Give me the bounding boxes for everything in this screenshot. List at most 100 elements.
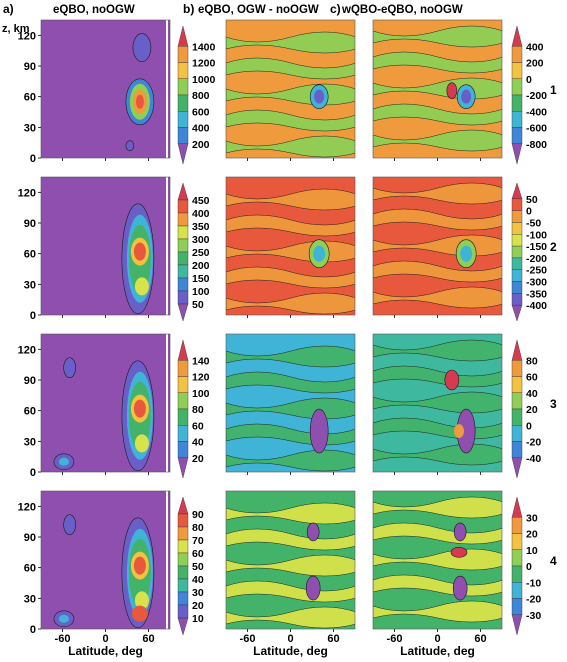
y-axis-3: 0 30 60 90 120 bbox=[18, 344, 41, 479]
contour-blob bbox=[58, 614, 69, 623]
colorbar-swatch bbox=[511, 111, 523, 128]
colorbar-label: -40 bbox=[526, 453, 541, 465]
colorbar-swatch bbox=[511, 94, 523, 112]
y-tick-label: 0 bbox=[30, 153, 36, 165]
contour-blob bbox=[450, 547, 468, 558]
y-tick-label: 0 bbox=[30, 467, 36, 479]
panel-field bbox=[226, 491, 355, 629]
colorbar-swatch bbox=[177, 604, 189, 619]
colorbar-label: 100 bbox=[192, 388, 210, 400]
panel-a-1 bbox=[40, 19, 171, 161]
colorbar-label: 1400 bbox=[192, 41, 216, 53]
colorbar-label: 70 bbox=[192, 535, 204, 547]
colorbar-label: 60 bbox=[526, 372, 538, 384]
colorbar-label: 400 bbox=[526, 41, 544, 53]
contour-band bbox=[226, 214, 355, 237]
row-label: 2 bbox=[550, 240, 557, 254]
contour-blob bbox=[58, 457, 69, 466]
colorbar-swatch bbox=[511, 360, 523, 377]
colorbar-swatch bbox=[177, 539, 189, 554]
panel-c-3 bbox=[372, 333, 503, 475]
row-label: 4 bbox=[550, 554, 557, 568]
colorbar-label: -30 bbox=[526, 610, 541, 622]
colorbar-swatch bbox=[177, 111, 189, 128]
colorbar-swatch bbox=[511, 222, 523, 235]
contour-band bbox=[226, 528, 355, 551]
colorbar-cap bbox=[511, 143, 523, 165]
panel-row-2: 030609012045040035030025020015010050500-… bbox=[18, 176, 557, 322]
colorbar-swatch bbox=[511, 565, 523, 583]
contour-blob bbox=[131, 605, 148, 622]
colorbar-swatch bbox=[511, 517, 523, 534]
colorbar-label: 20 bbox=[192, 453, 204, 465]
colorbar-cap bbox=[511, 25, 523, 47]
colorbar-swatch bbox=[511, 425, 523, 442]
contour-band bbox=[226, 292, 355, 315]
colorbar-a: 140 120 100 80 60 40 20 bbox=[177, 339, 210, 479]
colorbar-label: -800 bbox=[526, 139, 547, 151]
panel-field bbox=[226, 177, 355, 315]
colorbar-swatch bbox=[177, 212, 189, 227]
colorbar-swatch bbox=[511, 46, 523, 63]
panel-c-4: -60 0 60 bbox=[372, 490, 503, 645]
panel-a-3 bbox=[40, 333, 171, 475]
contour-band bbox=[226, 449, 355, 472]
y-axis-4: 0 30 60 90 120 bbox=[18, 501, 41, 636]
contour-band bbox=[373, 129, 502, 152]
colorbar-swatch bbox=[177, 578, 189, 593]
contour-blob bbox=[63, 514, 76, 536]
colorbar-bc: 80 60 40 20 0 -20 -40 bbox=[511, 339, 541, 479]
colorbar-label: 300 bbox=[192, 234, 210, 246]
colorbar-swatch bbox=[177, 277, 189, 292]
contour-blob bbox=[454, 424, 464, 439]
contour-band bbox=[373, 522, 502, 545]
contour-band bbox=[226, 31, 355, 54]
contour-band bbox=[373, 286, 502, 309]
contour-band bbox=[226, 109, 355, 132]
contour-band bbox=[226, 345, 355, 368]
x-tick-label: 0 bbox=[102, 633, 108, 645]
y-tick-label: 30 bbox=[24, 436, 36, 448]
colorbar-label: 200 bbox=[192, 260, 210, 272]
colorbar-bc: 500-50-100-150-200-250-300-350-400 bbox=[511, 182, 547, 322]
colorbar-label: -50 bbox=[526, 217, 541, 229]
panel-field bbox=[41, 20, 170, 158]
colorbar-label: 20 bbox=[192, 600, 204, 612]
colorbar-cap bbox=[511, 457, 523, 479]
colorbar-cap bbox=[511, 339, 523, 361]
colorbar-label: 30 bbox=[192, 587, 204, 599]
colorbar-label: 0 bbox=[526, 420, 532, 432]
y-tick-label: 30 bbox=[24, 593, 36, 605]
colorbar-label: 0 bbox=[526, 206, 532, 218]
x-axis-labels: Latitude, deg Latitude, deg Latitude, deg bbox=[68, 644, 475, 658]
colorbar-label: 10 bbox=[192, 613, 204, 625]
colorbar-label: 800 bbox=[192, 90, 210, 102]
contour-blob bbox=[132, 33, 152, 62]
colorbar-label: -20 bbox=[526, 437, 541, 449]
contour-band bbox=[373, 25, 502, 48]
colorbar-swatch bbox=[177, 94, 189, 112]
contour-blob bbox=[63, 357, 76, 379]
y-tick-label: 0 bbox=[30, 624, 36, 636]
y-tick-label: 90 bbox=[24, 61, 36, 73]
contour-blob bbox=[460, 245, 473, 262]
colorbar-swatch bbox=[177, 78, 189, 96]
colorbar-label: -150 bbox=[526, 241, 547, 253]
colorbar-label: 80 bbox=[192, 404, 204, 416]
colorbar-label: 20 bbox=[526, 404, 538, 416]
colorbar-swatch bbox=[177, 526, 189, 541]
colorbar-label: 200 bbox=[192, 139, 210, 151]
colorbar-swatch bbox=[177, 392, 189, 410]
contour-blob bbox=[309, 408, 329, 454]
colorbar-label: 60 bbox=[192, 420, 204, 432]
colorbar-label: 80 bbox=[526, 355, 538, 367]
colorbar-swatch bbox=[511, 234, 523, 247]
contour-blob bbox=[461, 89, 472, 104]
colorbar-swatch bbox=[511, 269, 523, 282]
row-label: 1 bbox=[550, 83, 557, 97]
colorbar-swatch bbox=[177, 360, 189, 377]
panel-row-3: 0 30 60 90 120 140 120 100 80 60 40 20 80 60 40 20 0 -20 -… bbox=[18, 333, 557, 479]
